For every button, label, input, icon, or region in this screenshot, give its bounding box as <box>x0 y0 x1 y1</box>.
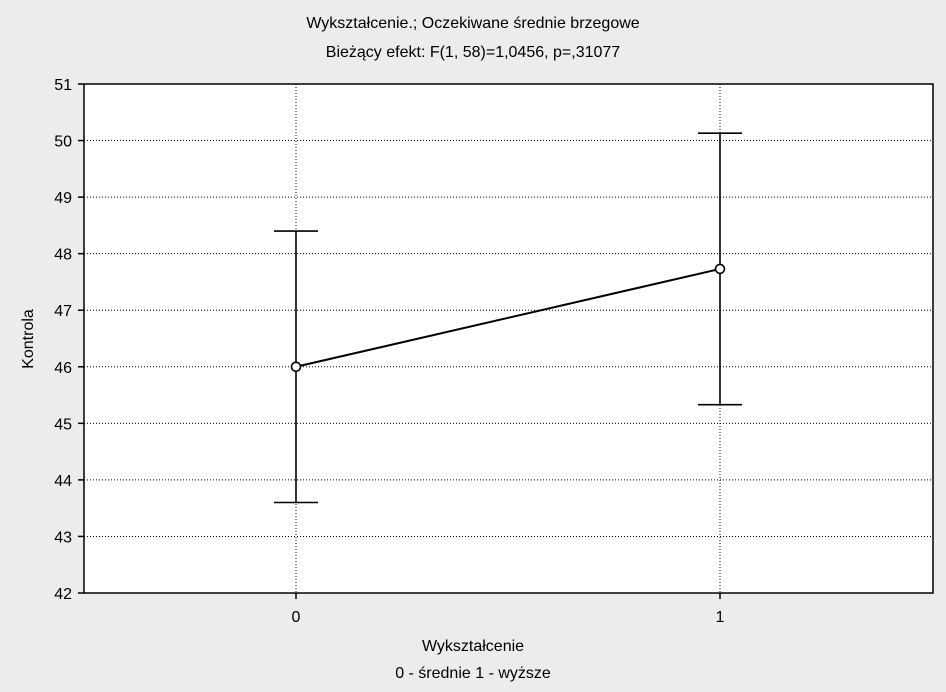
y-tick-label: 50 <box>54 134 72 151</box>
series-layer <box>274 132 742 504</box>
y-tick-label: 49 <box>54 190 72 207</box>
plot-area <box>83 83 934 594</box>
x-tick-label: 0 <box>292 609 301 626</box>
y-tick-label: 46 <box>54 360 72 377</box>
y-tick-label: 51 <box>54 77 72 94</box>
y-tick-label: 43 <box>54 529 72 546</box>
data-point <box>290 361 302 373</box>
x-axis-label: Wykształcenie <box>422 638 524 655</box>
chart-subtitle: Bieżący efekt: F(1, 58)=1,0456, p=,31077 <box>326 44 621 61</box>
y-tick-label: 42 <box>54 586 72 603</box>
series-line <box>295 267 721 368</box>
y-tick-label: 45 <box>54 416 72 433</box>
y-tick-label: 48 <box>54 247 72 264</box>
x-axis-sublabel: 0 - średnie 1 - wyższe <box>395 665 551 682</box>
y-tick-label: 47 <box>54 303 72 320</box>
data-point <box>714 263 726 275</box>
y-tick-labels: 42 43 44 45 46 47 48 49 50 51 <box>54 77 84 603</box>
chart-title: Wykształcenie.; Oczekiwane średnie brzeg… <box>306 15 639 32</box>
y-axis-label: Kontrola <box>20 309 37 369</box>
y-tick-label: 44 <box>54 473 72 490</box>
x-tick-label: 1 <box>716 609 725 626</box>
